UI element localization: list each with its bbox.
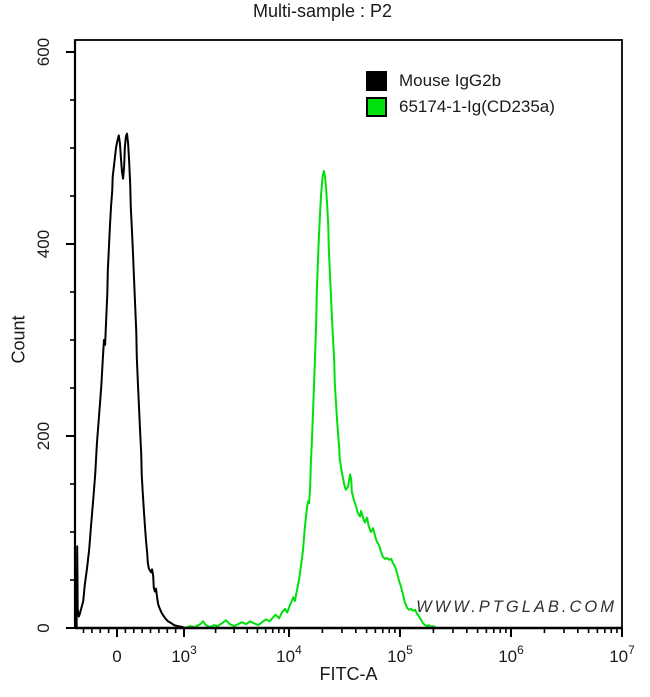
y-tick-label: 600 [34,38,53,66]
x-tick-label: 105 [387,643,413,666]
plot-frame [74,39,623,629]
x-tick-label: 0 [112,647,121,666]
page-title: Multi-sample : P2 [252,1,393,21]
legend-label: Mouse IgG2b [399,71,502,90]
x-tick-label: 104 [276,643,302,666]
y-tick-label: 200 [34,422,53,450]
legend-swatch-green-icon [366,97,387,117]
watermark: WWW.PTGLAB.COM [416,598,617,616]
chart-legend: Mouse IgG2b 65174-1-Ig(CD235a) [366,70,555,122]
y-tick-label: 400 [34,230,53,258]
series-curve-mouse-igg2b [74,132,186,629]
y-axis-ticks: 0 200 400 600 [34,38,75,633]
x-axis-title: FITC-A [319,664,378,684]
legend-label: 65174-1-Ig(CD235a) [399,97,555,116]
y-axis-title: Count [8,315,29,364]
x-tick-label: 107 [609,643,635,666]
x-tick-label: 106 [498,643,524,666]
legend-item-mouse-igg2b: Mouse IgG2b [366,70,555,92]
x-axis-ticks: 0 103 104 105 106 107 [82,628,635,666]
legend-item-cd235a: 65174-1-Ig(CD235a) [366,96,555,118]
legend-swatch-black-icon [366,71,387,91]
y-tick-label: 0 [34,623,53,632]
x-tick-label: 103 [171,643,197,666]
series-curve-65174-1-ig-cd235a- [183,170,446,629]
